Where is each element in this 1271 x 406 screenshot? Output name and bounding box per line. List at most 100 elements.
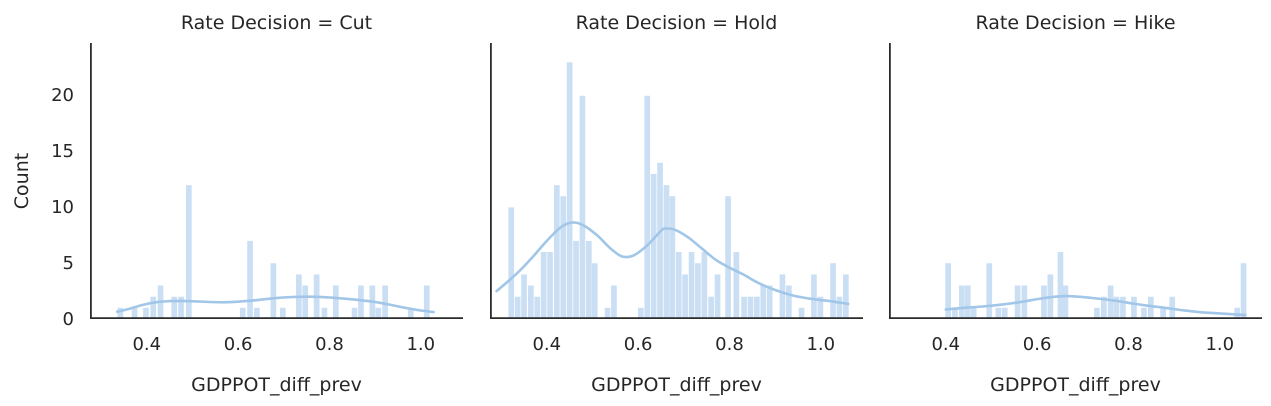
histogram-bar	[725, 196, 731, 319]
histogram-bar	[1131, 296, 1137, 319]
histogram-bar	[964, 285, 971, 319]
histogram-bar	[528, 285, 534, 319]
histogram-bar	[682, 274, 688, 319]
x-tick-label: 0.4	[132, 334, 162, 355]
x-tick-label: 0.6	[223, 334, 253, 355]
x-tick-label: 0.8	[315, 334, 344, 355]
histogram-bar	[747, 296, 754, 319]
histogram-bar	[959, 285, 965, 319]
x-tick-label: 0.6	[1022, 334, 1052, 355]
y-tick-label: 20	[51, 85, 74, 107]
histogram-bar	[247, 240, 253, 319]
histogram-bar	[604, 307, 611, 319]
histogram-bar	[986, 263, 993, 319]
histogram-bar	[117, 307, 124, 319]
histogram-bar	[970, 307, 977, 319]
histogram-bar	[644, 95, 651, 319]
histogram-bar	[554, 185, 560, 319]
y-axis-label: Count	[11, 152, 33, 210]
histogram-bar	[830, 263, 836, 319]
histogram-plot-cut	[90, 43, 463, 319]
histogram-bar	[701, 252, 708, 319]
histogram-bar	[995, 307, 1002, 319]
histogram-bar	[1113, 296, 1120, 319]
facet-panel-cut: Rate Decision = Cut GDPPOT_diff_prev 0.4…	[90, 0, 463, 406]
histogram-bar	[579, 95, 586, 319]
histogram-bar	[741, 296, 747, 319]
histogram-bar	[638, 307, 644, 319]
histogram-bar	[521, 274, 527, 319]
histogram-bar	[1148, 296, 1154, 319]
histogram-bar	[1101, 296, 1107, 319]
histogram-bar	[817, 296, 824, 319]
histogram-bar	[423, 285, 430, 319]
x-tick-label: 1.0	[806, 334, 836, 355]
histogram-bar	[514, 296, 521, 319]
histogram-bar	[714, 274, 721, 319]
histogram-bar	[1041, 285, 1047, 319]
y-tick-label: 0	[62, 308, 74, 330]
histogram-bar	[779, 274, 786, 319]
histogram-bar	[1062, 285, 1069, 319]
histogram-bar	[186, 185, 192, 319]
y-tick-label: 10	[51, 196, 74, 218]
y-tick-label: 15	[51, 141, 74, 163]
histogram-bar	[333, 285, 339, 319]
histogram-bar	[1160, 307, 1166, 319]
histogram-bar	[540, 252, 547, 319]
histogram-bar	[573, 240, 579, 319]
histogram-bar	[591, 263, 598, 319]
histogram-bar	[178, 296, 184, 319]
histogram-bar	[254, 307, 260, 319]
histogram-bar	[375, 307, 382, 319]
histogram-bar	[836, 296, 843, 319]
kde-curve	[944, 294, 1247, 317]
kde-curve	[495, 221, 850, 306]
panel-title-hold: Rate Decision = Hold	[575, 12, 778, 34]
x-tick-label: 1.0	[406, 334, 436, 355]
x-tick-label: 0.8	[1114, 334, 1143, 355]
y-tick-label: 5	[62, 252, 74, 274]
histogram-bar	[760, 285, 767, 319]
facet-panel-hike: Rate Decision = Hike GDPPOT_diff_prev 0.…	[889, 0, 1262, 406]
histogram-bar	[382, 285, 388, 319]
histogram-bar	[708, 296, 714, 319]
histogram-bar	[766, 285, 773, 319]
histogram-bar	[798, 307, 805, 319]
histogram-bar	[1057, 252, 1064, 319]
histogram-bar	[1001, 307, 1008, 319]
histogram-bar	[239, 307, 246, 319]
x-tick-label: 0.4	[532, 334, 562, 355]
histogram-bar	[407, 307, 414, 319]
panel-title-cut: Rate Decision = Cut	[180, 12, 373, 34]
histogram-bar	[150, 296, 157, 319]
histogram-bar	[270, 263, 277, 319]
histogram-bar	[695, 263, 701, 319]
histogram-bar	[669, 196, 676, 319]
histogram-bar	[754, 296, 760, 319]
x-axis-label-cut: GDPPOT_diff_prev	[191, 374, 362, 396]
histogram-bar	[143, 307, 149, 319]
x-axis-label-hold: GDPPOT_diff_prev	[591, 374, 762, 396]
histogram-bar	[1141, 307, 1147, 319]
histogram-bar	[131, 307, 138, 319]
histogram-bar	[508, 207, 515, 319]
histogram-bar	[1094, 307, 1100, 319]
kde-curve	[115, 295, 435, 314]
x-tick-label: 1.0	[1205, 334, 1235, 355]
x-tick-label: 0.8	[715, 334, 744, 355]
histogram-bar	[321, 307, 328, 319]
histogram-plot-hike	[889, 43, 1262, 319]
histogram-bar	[351, 307, 358, 319]
histogram-bar	[280, 307, 286, 319]
histogram-bar	[945, 263, 951, 319]
histogram-bar	[952, 307, 958, 319]
histogram-bar	[547, 252, 553, 319]
histogram-plot-hold	[490, 43, 863, 319]
histogram-bar	[688, 252, 695, 319]
panel-title-hike: Rate Decision = Hike	[975, 12, 1176, 34]
histogram-bar	[675, 252, 682, 319]
histogram-bar	[1120, 296, 1126, 319]
histogram-bar	[650, 173, 657, 319]
